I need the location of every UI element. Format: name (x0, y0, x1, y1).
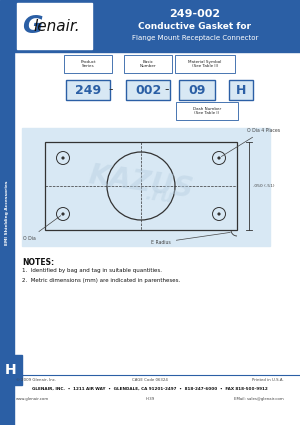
Text: E Radius: E Radius (151, 232, 230, 245)
Text: EMI Shielding Accessories: EMI Shielding Accessories (5, 181, 9, 245)
Bar (126, 80, 170, 100)
Text: Flange Mount Receptacle Connector: Flange Mount Receptacle Connector (132, 35, 258, 41)
Text: 09: 09 (188, 83, 206, 96)
Bar (14, 0, 300, 52)
Text: CAGE Code 06324: CAGE Code 06324 (132, 378, 168, 382)
Bar (17, 3, 92, 49)
Bar (64, 55, 112, 73)
Text: Basic
Number: Basic Number (140, 60, 156, 68)
Bar (179, 80, 215, 100)
Text: Product
Series: Product Series (80, 60, 96, 68)
Text: © 2009 Glenair, Inc.: © 2009 Glenair, Inc. (16, 378, 56, 382)
Text: .ru: .ru (144, 185, 174, 207)
Bar (229, 80, 253, 100)
Text: 002: 002 (135, 83, 161, 96)
Text: Dash Number
(See Table I): Dash Number (See Table I) (193, 107, 221, 115)
Bar (66, 80, 110, 100)
Text: 249: 249 (75, 83, 101, 96)
Circle shape (62, 157, 64, 159)
Text: 249-002: 249-002 (169, 9, 220, 19)
Text: 2.  Metric dimensions (mm) are indicated in parentheses.: 2. Metric dimensions (mm) are indicated … (22, 278, 180, 283)
Text: Conductive Gasket for: Conductive Gasket for (139, 22, 251, 31)
Text: H-39: H-39 (146, 397, 154, 401)
Text: www.glenair.com: www.glenair.com (16, 397, 49, 401)
Bar (175, 55, 235, 73)
Bar (124, 55, 172, 73)
Text: H: H (236, 83, 246, 96)
Bar (22, 128, 270, 246)
Bar (0, 355, 22, 385)
Text: G: G (22, 14, 43, 38)
Bar (0, 0, 14, 425)
Text: -: - (165, 83, 169, 96)
Circle shape (218, 157, 220, 159)
Text: -: - (109, 83, 113, 96)
Text: Material Symbol
(See Table II): Material Symbol (See Table II) (188, 60, 222, 68)
Bar (176, 102, 238, 120)
Text: O Dia 4 Places: O Dia 4 Places (221, 128, 280, 156)
Text: GLENAIR, INC.  •  1211 AIR WAY  •  GLENDALE, CA 91201-2497  •  818-247-6000  •  : GLENAIR, INC. • 1211 AIR WAY • GLENDALE,… (32, 387, 268, 391)
Text: O Dia: O Dia (23, 215, 61, 241)
Text: 1.  Identified by bag and tag in suitable quantities.: 1. Identified by bag and tag in suitable… (22, 268, 162, 273)
Text: KAZUS: KAZUS (87, 161, 195, 203)
Bar (45, 142, 237, 230)
Text: NOTES:: NOTES: (22, 258, 54, 267)
Text: Printed in U.S.A.: Printed in U.S.A. (252, 378, 284, 382)
Text: EMail: sales@glenair.com: EMail: sales@glenair.com (234, 397, 284, 401)
Circle shape (62, 213, 64, 215)
Text: H: H (5, 363, 17, 377)
Text: .050 (.51): .050 (.51) (253, 184, 274, 188)
Circle shape (218, 213, 220, 215)
Text: lenair.: lenair. (33, 19, 80, 34)
